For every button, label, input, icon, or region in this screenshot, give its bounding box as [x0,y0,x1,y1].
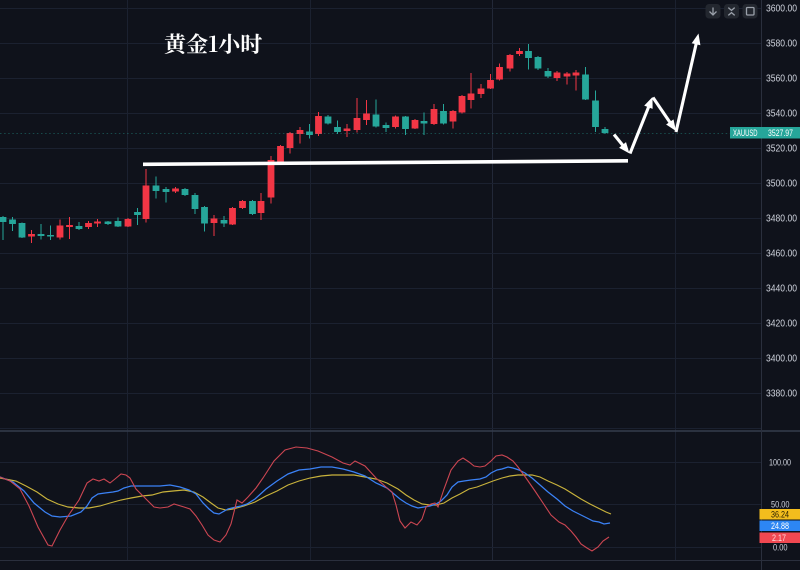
svg-text:100.00: 100.00 [769,458,791,468]
svg-text:3380.00: 3380.00 [766,389,797,400]
svg-text:2.17: 2.17 [772,533,786,543]
svg-text:3400.00: 3400.00 [766,354,797,365]
svg-text:3460.00: 3460.00 [766,249,797,260]
svg-text:3540.00: 3540.00 [766,109,797,120]
svg-text:3500.00: 3500.00 [766,179,797,190]
svg-text:3560.00: 3560.00 [766,74,797,85]
svg-text:24.88: 24.88 [771,521,789,531]
svg-text:3580.00: 3580.00 [766,39,797,50]
svg-text:50.00: 50.00 [771,500,790,510]
svg-text:3600.00: 3600.00 [766,4,797,15]
svg-text:3420.00: 3420.00 [766,319,797,330]
svg-text:36.24: 36.24 [771,509,789,519]
svg-text:3520.00: 3520.00 [766,144,797,155]
svg-text:0.00: 0.00 [773,543,788,553]
svg-text:3480.00: 3480.00 [766,214,797,225]
svg-text:3440.00: 3440.00 [766,284,797,295]
svg-text:3527.97: 3527.97 [768,128,793,138]
svg-text:XAUUSD: XAUUSD [733,128,758,138]
